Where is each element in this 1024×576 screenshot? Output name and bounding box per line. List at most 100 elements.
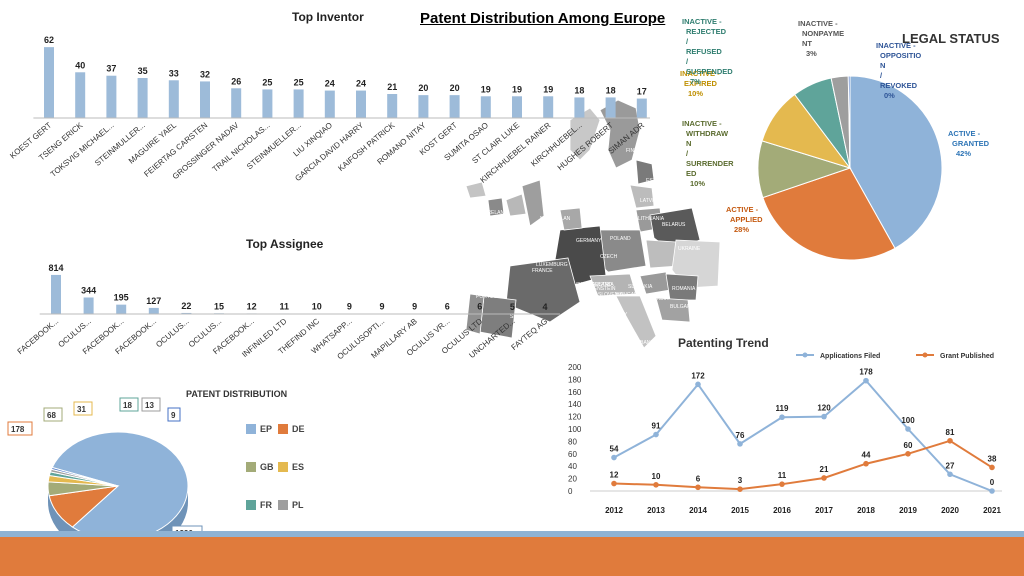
y-tick-label: 20 bbox=[568, 475, 577, 484]
map-country-label: SLOVAKIA bbox=[628, 284, 653, 290]
bar bbox=[44, 47, 54, 118]
data-point bbox=[821, 414, 827, 420]
bar bbox=[481, 96, 491, 118]
legend-label: FR bbox=[260, 500, 272, 510]
data-point bbox=[989, 488, 995, 494]
data-label: 18 bbox=[574, 85, 584, 95]
legend-label: / bbox=[686, 57, 689, 66]
data-point bbox=[737, 441, 743, 447]
data-label: 91 bbox=[652, 422, 661, 431]
data-point bbox=[779, 414, 785, 420]
legend-swatch bbox=[246, 424, 256, 434]
data-label: 195 bbox=[114, 293, 129, 303]
data-label: 0% bbox=[884, 91, 895, 100]
bar bbox=[606, 97, 616, 118]
y-tick-label: 160 bbox=[568, 388, 582, 397]
bar bbox=[149, 308, 159, 314]
legend-entry: FR bbox=[246, 500, 272, 510]
top-inventor-title: Top Inventor bbox=[292, 10, 364, 24]
data-label: 25 bbox=[294, 77, 304, 87]
legend-label: ES bbox=[292, 462, 304, 472]
data-point bbox=[989, 465, 995, 471]
data-label: 38 bbox=[988, 454, 997, 463]
legend-label: ED bbox=[686, 169, 697, 178]
legend-entry: PL bbox=[278, 500, 304, 510]
data-label: 178 bbox=[11, 425, 25, 434]
data-label: 19 bbox=[512, 84, 522, 94]
data-point bbox=[821, 475, 827, 481]
legend-label: INACTIVE - bbox=[682, 18, 722, 26]
bar bbox=[169, 80, 179, 118]
data-label: 814 bbox=[48, 263, 63, 273]
data-label: 62 bbox=[44, 35, 54, 45]
data-label: 10% bbox=[688, 89, 703, 98]
legend-label: SUSPENDED bbox=[686, 67, 733, 76]
x-tick-label: STEINMUELLER... bbox=[245, 121, 303, 172]
data-point bbox=[737, 486, 743, 492]
legend-label: INACTIVE - bbox=[876, 41, 916, 50]
data-label: 6 bbox=[696, 474, 701, 483]
x-tick-label: 2016 bbox=[773, 506, 791, 515]
data-point bbox=[653, 432, 659, 438]
data-label: 24 bbox=[325, 79, 335, 89]
data-label: 6 bbox=[477, 302, 482, 312]
x-tick-label: FACEBOOK... bbox=[16, 317, 61, 356]
data-label: 35 bbox=[138, 66, 148, 76]
legend-label: ACTIVE - bbox=[726, 205, 759, 214]
legend-label: N bbox=[880, 61, 885, 70]
data-label: 12 bbox=[610, 471, 619, 480]
legend-entry: ES bbox=[278, 462, 304, 472]
y-tick-label: 100 bbox=[568, 425, 582, 434]
data-point bbox=[611, 481, 617, 487]
map-region bbox=[640, 272, 670, 294]
data-label: 119 bbox=[776, 404, 789, 413]
bar bbox=[450, 95, 460, 118]
bar bbox=[200, 81, 210, 118]
legend-label: ACTIVE - bbox=[948, 129, 981, 138]
y-tick-label: 180 bbox=[568, 375, 582, 384]
data-label: 18 bbox=[123, 401, 132, 410]
data-label: 22 bbox=[181, 301, 191, 311]
legend-label: OPPOSITIO bbox=[880, 51, 921, 60]
data-label: 5 bbox=[510, 302, 515, 312]
bar bbox=[418, 95, 428, 118]
legend-label: GRANTED bbox=[952, 139, 990, 148]
map-country-label: POLAND bbox=[610, 236, 631, 242]
data-label: 10 bbox=[312, 302, 322, 312]
series-line bbox=[614, 441, 992, 489]
data-point bbox=[947, 438, 953, 444]
data-label: 178 bbox=[859, 368, 873, 377]
data-label: 11 bbox=[279, 301, 289, 311]
data-point bbox=[611, 455, 617, 461]
data-label: 44 bbox=[862, 451, 871, 460]
x-tick-label: 2021 bbox=[983, 506, 1001, 515]
data-label: 68 bbox=[47, 411, 56, 420]
legend-swatch bbox=[278, 462, 288, 472]
legend-label: WITHDRAW bbox=[686, 129, 729, 138]
data-label: 18 bbox=[606, 85, 616, 95]
bar bbox=[106, 76, 116, 118]
data-label: 26 bbox=[231, 76, 241, 86]
x-tick-label: 2013 bbox=[647, 506, 665, 515]
map-country-label: GERMANY bbox=[576, 238, 602, 244]
data-label: 54 bbox=[610, 445, 619, 454]
map-country-label: SLOVENIA bbox=[598, 292, 624, 298]
top-assignee-chart: 02004006008001000814FACEBOOK...344OCULUS… bbox=[0, 252, 560, 387]
data-label: 10 bbox=[652, 472, 661, 481]
legend-label: / bbox=[686, 37, 689, 46]
legend-marker bbox=[803, 353, 808, 358]
map-country-label: ITALY bbox=[614, 312, 628, 318]
bar bbox=[574, 97, 584, 118]
legend-label: / bbox=[686, 149, 689, 158]
legend-label: DE bbox=[292, 424, 305, 434]
legend-label: GB bbox=[260, 462, 274, 472]
x-tick-label: 2014 bbox=[689, 506, 707, 515]
y-tick-label: 140 bbox=[568, 400, 582, 409]
legend-label: Applications Filed bbox=[820, 353, 880, 360]
data-label: 6 bbox=[445, 302, 450, 312]
bar bbox=[116, 305, 126, 314]
bar bbox=[84, 297, 94, 314]
x-tick-label: 2015 bbox=[731, 506, 749, 515]
y-tick-label: 40 bbox=[568, 462, 577, 471]
bar bbox=[51, 275, 61, 314]
